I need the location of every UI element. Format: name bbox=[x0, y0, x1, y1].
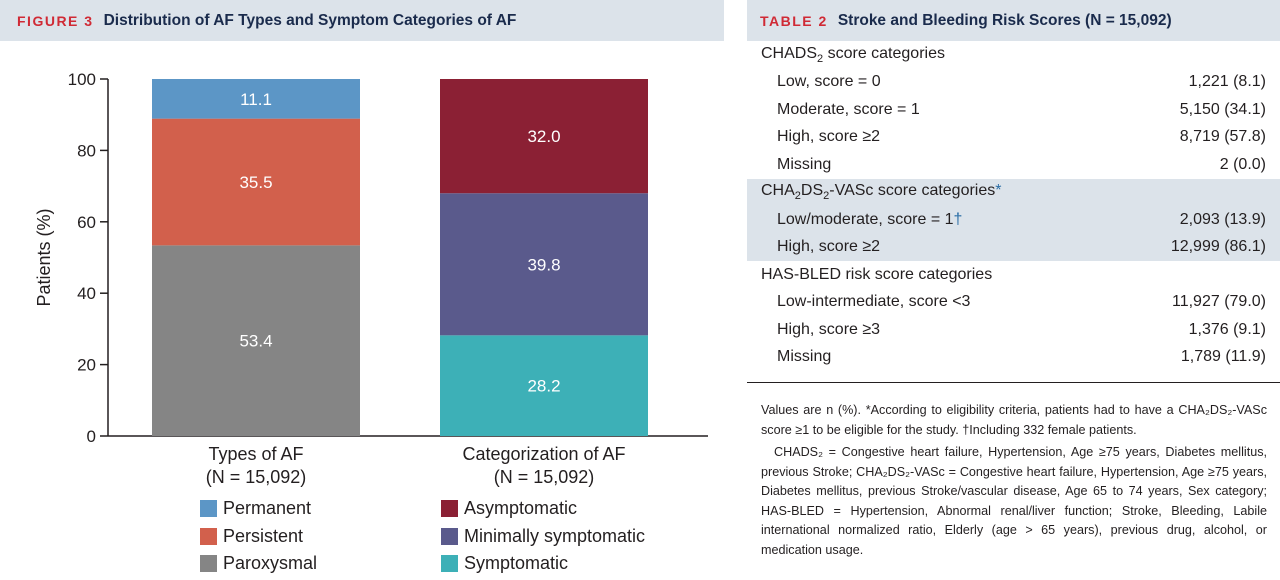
y-tick-label: 20 bbox=[77, 356, 96, 375]
bar-segment bbox=[152, 245, 360, 436]
row-value: 1,376 (9.1) bbox=[1188, 320, 1266, 338]
table-section-heading: CHADS2 score categories bbox=[747, 41, 1280, 69]
row-label: High, score ≥3 bbox=[777, 320, 881, 338]
table-row: Low-intermediate, score <3 11,927 (79.0) bbox=[747, 288, 1280, 316]
row-label: Low/moderate, score = 1† bbox=[777, 210, 963, 228]
subscript: 2 bbox=[823, 190, 830, 203]
table-row: High, score ≥3 1,376 (9.1) bbox=[747, 316, 1280, 344]
legend-label: Symptomatic bbox=[464, 553, 569, 573]
subscript: 2 bbox=[817, 52, 824, 65]
table-title: Stroke and Bleeding Risk Scores (N = 15,… bbox=[837, 11, 1172, 29]
category-labels: Types of AF (N = 15,092) Categorization of… bbox=[206, 444, 626, 487]
row-value: 2,093 (13.9) bbox=[1179, 210, 1266, 228]
x-category-label: Categorization of AF bbox=[462, 444, 625, 464]
row-value: 11,927 (79.0) bbox=[1172, 293, 1266, 311]
bar-segment bbox=[152, 79, 360, 119]
row-value: 12,999 (86.1) bbox=[1170, 238, 1266, 256]
legend-swatch bbox=[200, 500, 217, 517]
legend-item: Asymptomatic bbox=[441, 498, 577, 519]
table-row: Moderate, score = 1 5,150 (34.1) bbox=[747, 96, 1280, 124]
bar-segment-value: 35.5 bbox=[239, 173, 272, 192]
x-category-count: (N = 15,092) bbox=[206, 467, 307, 487]
stacked-bar-chart: 0 20 40 60 80 100 53.4 35.5 11.1 28.2 39.8 32.0 Ty… bbox=[34, 70, 708, 487]
legend-swatch bbox=[200, 527, 217, 545]
row-label: Moderate, score = 1 bbox=[777, 100, 920, 118]
table-section-heading: HAS-BLED risk score categories bbox=[747, 261, 1280, 289]
table-row: High, score ≥2 12,999 (86.1) bbox=[747, 233, 1280, 261]
footnote-mark: † bbox=[953, 210, 963, 228]
bar-segment bbox=[440, 335, 648, 436]
risk-score-table: CHADS2 score categories Low, score = 0 1,2… bbox=[747, 41, 1280, 371]
y-tick-label: 0 bbox=[87, 427, 96, 446]
subscript: 2 bbox=[794, 190, 801, 203]
row-value: 1,789 (11.9) bbox=[1180, 348, 1266, 366]
legend-label: Permanent bbox=[223, 498, 312, 518]
y-tick-label: 100 bbox=[68, 70, 96, 89]
legend-item: Minimally symptomatic bbox=[441, 526, 645, 547]
legend-label: Asymptomatic bbox=[464, 498, 578, 518]
legend-swatch bbox=[441, 527, 458, 545]
bar-segment bbox=[152, 118, 360, 246]
legend-label: Paroxysmal bbox=[223, 553, 318, 573]
table-row: Missing 1,789 (11.9) bbox=[747, 343, 1280, 371]
legend-swatch bbox=[441, 500, 458, 517]
legend-item: Symptomatic bbox=[441, 553, 568, 574]
bar-segment-value: 39.8 bbox=[527, 255, 560, 274]
table-row: High, score ≥2 8,719 (57.8) bbox=[747, 123, 1280, 151]
table-section-heading: CHA2DS2-VASc score categories* bbox=[747, 178, 1280, 206]
section-heading-label: CHA2DS2-VASc score categories* bbox=[761, 182, 1002, 203]
table-row: Low/moderate, score = 1† 2,093 (13.9) bbox=[747, 206, 1280, 234]
row-label: High, score ≥2 bbox=[777, 128, 881, 146]
y-tick-label: 80 bbox=[77, 141, 96, 160]
row-label: Low, score = 0 bbox=[777, 73, 881, 91]
figure-header: FIGURE 3 Distribution of AF Types and Sy… bbox=[0, 0, 724, 41]
bar-segment-value: 28.2 bbox=[527, 377, 560, 396]
row-label: High, score ≥2 bbox=[777, 238, 881, 256]
row-label: Missing bbox=[777, 348, 832, 366]
legend-label: Persistent bbox=[223, 525, 304, 546]
legend-label: Minimally symptomatic bbox=[464, 525, 646, 546]
legend-item: Persistent bbox=[200, 526, 303, 547]
y-tick-label: 40 bbox=[77, 284, 96, 303]
y-tick-label: 60 bbox=[77, 213, 96, 232]
figure-tag: FIGURE 3 bbox=[17, 12, 94, 29]
bar-segment-value: 11.1 bbox=[240, 90, 272, 109]
row-label: Low-intermediate, score <3 bbox=[777, 293, 971, 311]
section-heading-label: CHADS2 score categories bbox=[761, 44, 945, 65]
row-value: 5,150 (34.1) bbox=[1179, 100, 1266, 118]
legend-item: Paroxysmal bbox=[200, 553, 317, 574]
bar-segment bbox=[440, 79, 648, 194]
table-tag: TABLE 2 bbox=[760, 12, 828, 29]
table-row: Missing 2 (0.0) bbox=[747, 151, 1280, 179]
bar-segment bbox=[440, 193, 648, 336]
footnote-mark: * bbox=[995, 182, 1002, 200]
y-axis-label: Patients (%) bbox=[34, 208, 54, 306]
figure-title: Distribution of AF Types and Symptom Cat… bbox=[103, 11, 517, 29]
legend-swatch bbox=[441, 555, 458, 572]
bar-segment-value: 53.4 bbox=[239, 332, 272, 351]
table-bottom-rule bbox=[747, 382, 1280, 383]
row-value: 2 (0.0) bbox=[1219, 155, 1266, 173]
footnote-abbreviations: CHADS₂ = Congestive heart failure, Hyper… bbox=[761, 445, 1267, 557]
row-label: Missing bbox=[777, 155, 832, 173]
legend-item: Permanent bbox=[200, 498, 311, 519]
table-header: TABLE 2 Stroke and Bleeding Risk Scores … bbox=[747, 0, 1280, 41]
footnote-values: Values are n (%). *According to eligibil… bbox=[761, 403, 1267, 437]
row-value: 1,221 (8.1) bbox=[1188, 73, 1266, 91]
chart-bars: 53.4 35.5 11.1 28.2 39.8 32.0 bbox=[152, 79, 648, 436]
table-row: Low, score = 0 1,221 (8.1) bbox=[747, 68, 1280, 96]
bar-segment-value: 32.0 bbox=[527, 127, 560, 146]
x-category-count: (N = 15,092) bbox=[494, 467, 595, 487]
legend-swatch bbox=[200, 555, 217, 572]
table-footnotes: Values are n (%). *According to eligibil… bbox=[761, 401, 1267, 560]
x-category-label: Types of AF bbox=[208, 444, 303, 464]
row-value: 8,719 (57.8) bbox=[1179, 128, 1266, 146]
section-heading-label: HAS-BLED risk score categories bbox=[761, 265, 993, 283]
